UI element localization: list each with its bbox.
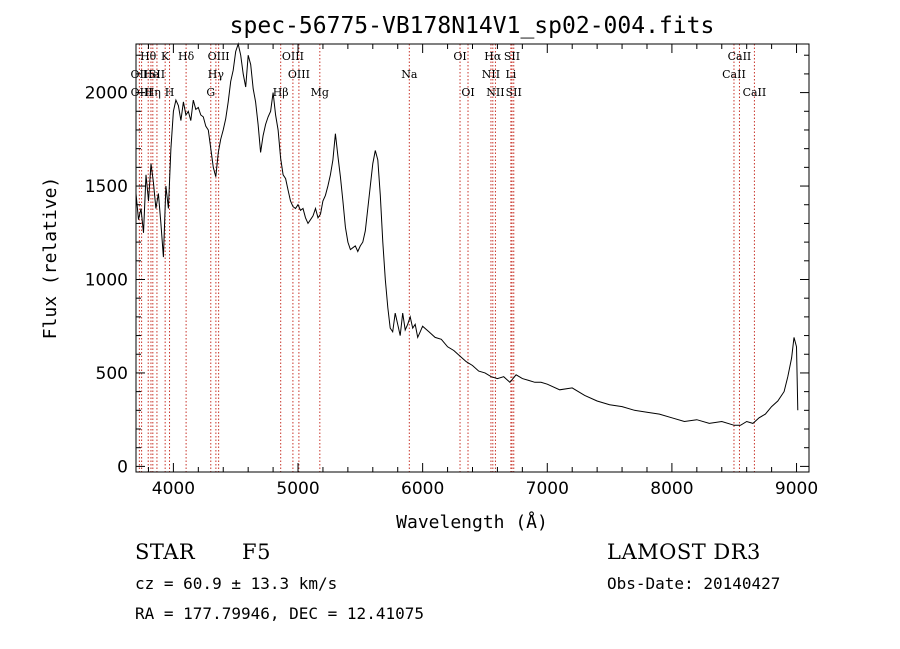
survey-name: LAMOST DR3: [607, 540, 761, 564]
redshift-cz: cz = 60.9 ± 13.3 km/s: [135, 574, 338, 593]
line-marker-label: NII: [482, 68, 500, 81]
y-axis-label: Flux (relative): [40, 177, 61, 340]
axis-ticks: 4000 5000 6000 7000 8000 9000 0 500 1000 1500 2000: [85, 44, 818, 499]
line-marker-label: Mg: [311, 86, 329, 99]
y-tick-label: 1000: [85, 270, 128, 290]
line-marker-label: OI: [461, 86, 474, 99]
observation-date: Obs-Date: 20140427: [607, 574, 781, 593]
line-marker-label: SII: [506, 86, 522, 99]
line-marker-label: Na: [401, 68, 418, 81]
object-subclass: F5: [242, 540, 271, 564]
line-marker-label: Li: [505, 68, 516, 81]
line-marker-label: He: [143, 68, 159, 81]
chart-title: spec-56775-VB178N14V1_sp02-004.fits: [230, 13, 715, 39]
spectrum-chart: spec-56775-VB178N14V1_sp02-004.fits Hθ OI…: [40, 13, 818, 533]
line-marker-label: NII: [486, 86, 504, 99]
line-marker-label: OI: [453, 50, 466, 63]
line-markers: [138, 44, 755, 472]
x-axis-label: Wavelength (Å): [396, 511, 548, 533]
line-marker-label: Hγ: [208, 68, 225, 81]
x-tick-label: 9000: [775, 479, 818, 499]
coordinates: RA = 177.79946, DEC = 12.41075: [135, 604, 424, 623]
line-marker-label: OIII: [288, 68, 310, 81]
line-marker-label: Hθ: [140, 50, 157, 63]
line-marker-label: SII: [504, 50, 520, 63]
line-marker-label: H: [165, 86, 175, 99]
line-marker-label: OIII: [282, 50, 304, 63]
line-marker-label: K: [161, 50, 170, 63]
line-marker-label: Hβ: [273, 86, 289, 99]
line-marker-label: OIII: [208, 50, 230, 63]
x-tick-label: 7000: [526, 479, 569, 499]
x-tick-label: 6000: [401, 479, 444, 499]
x-tick-label: 8000: [650, 479, 693, 499]
line-marker-label: OII: [131, 68, 149, 81]
object-class: STAR: [135, 540, 196, 564]
x-tick-label: 5000: [276, 479, 319, 499]
line-marker-label: SII: [149, 68, 165, 81]
y-tick-label: 2000: [85, 84, 128, 104]
line-marker-label: Hη: [145, 86, 161, 99]
y-tick-label: 1500: [85, 177, 128, 197]
line-marker-label: G: [206, 86, 215, 99]
line-marker-label: Hδ: [178, 50, 195, 63]
line-marker-label: CaII: [743, 86, 767, 99]
spectrum-line: [135, 42, 799, 426]
line-marker-label: Hα: [484, 50, 502, 63]
line-marker-label: CaII: [728, 50, 752, 63]
line-marker-label: CaII: [722, 68, 746, 81]
plot-frame: [135, 43, 810, 473]
y-tick-label: 0: [117, 457, 128, 477]
x-tick-label: 4000: [152, 479, 195, 499]
y-tick-label: 500: [96, 364, 128, 384]
